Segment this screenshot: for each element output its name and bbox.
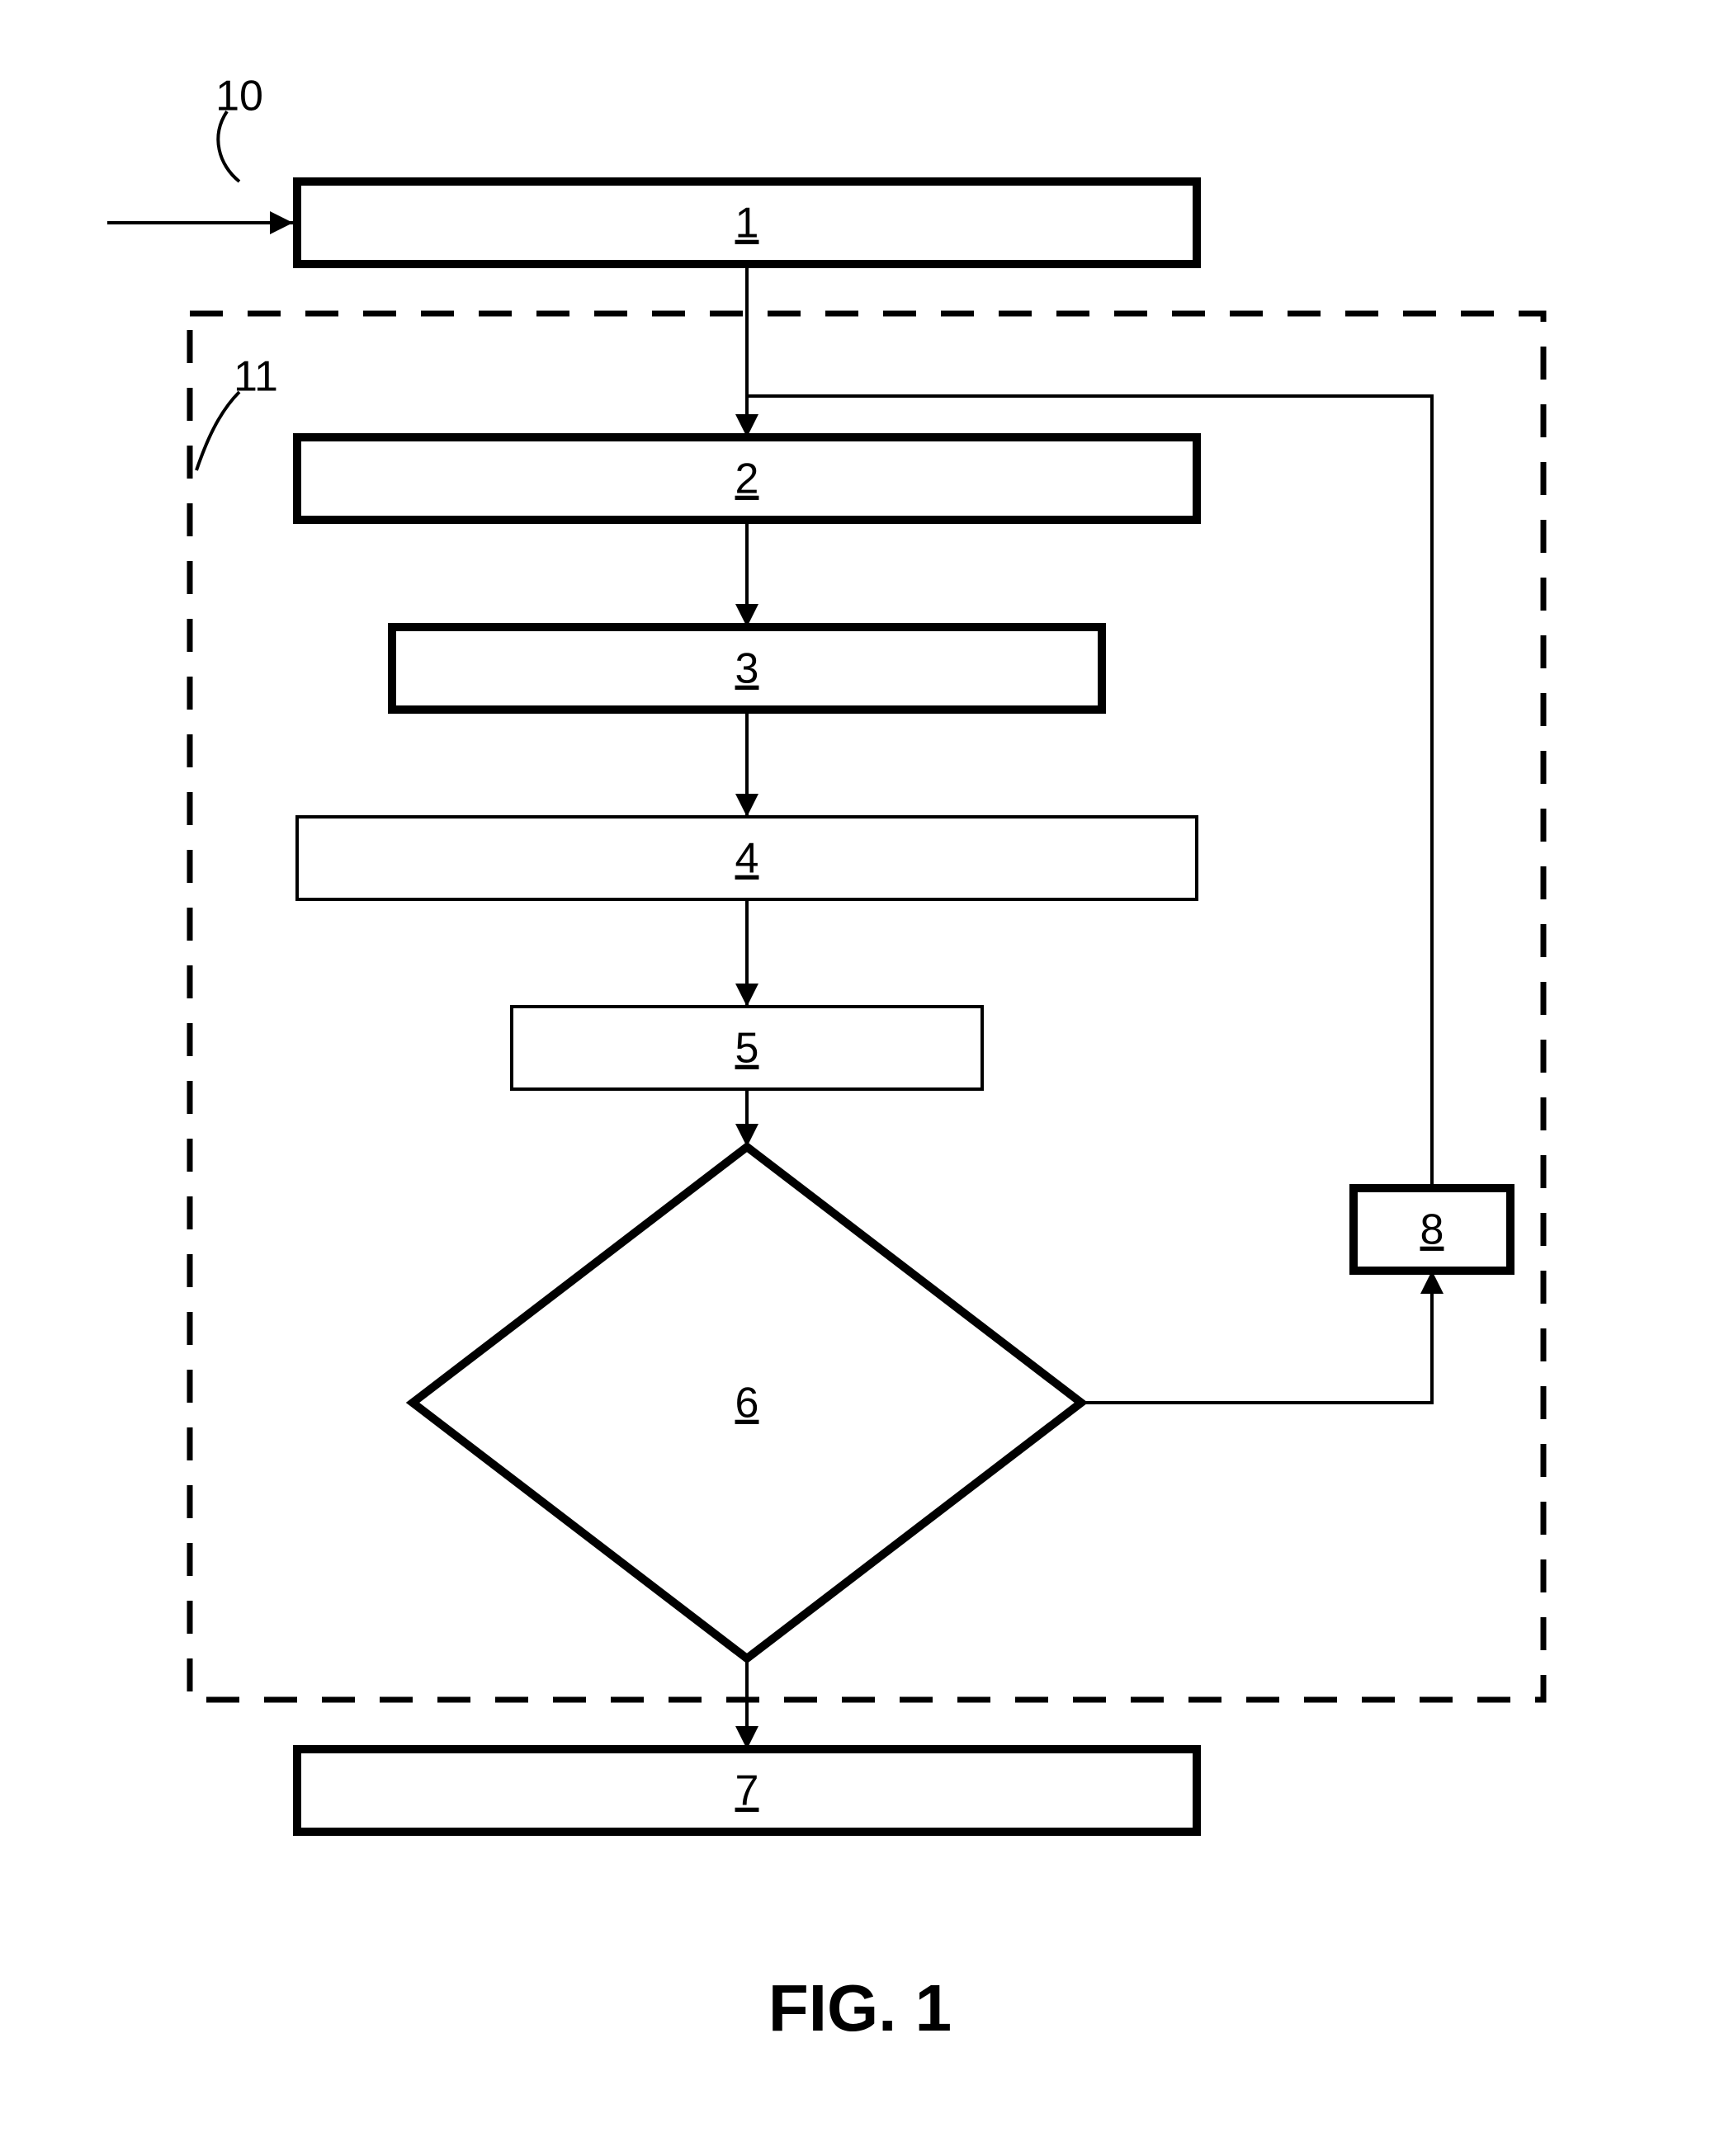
- process-box-3-label: 3: [735, 645, 759, 693]
- ref-label-11: 11: [234, 353, 278, 401]
- ref-10-curl: [218, 111, 239, 182]
- flow-edge: [1081, 1271, 1432, 1403]
- process-box-2-label: 2: [735, 455, 759, 503]
- process-box-1-label: 1: [735, 200, 759, 248]
- process-box-4-label: 4: [735, 835, 759, 883]
- decision-diamond-label: 6: [735, 1380, 759, 1427]
- ref-label-10: 10: [215, 73, 263, 120]
- figure-caption: FIG. 1: [768, 1971, 952, 2045]
- process-box-8-label: 8: [1420, 1206, 1444, 1254]
- process-box-5-label: 5: [735, 1025, 759, 1073]
- process-box-7-label: 7: [735, 1767, 759, 1815]
- ref-11-curl: [196, 392, 239, 470]
